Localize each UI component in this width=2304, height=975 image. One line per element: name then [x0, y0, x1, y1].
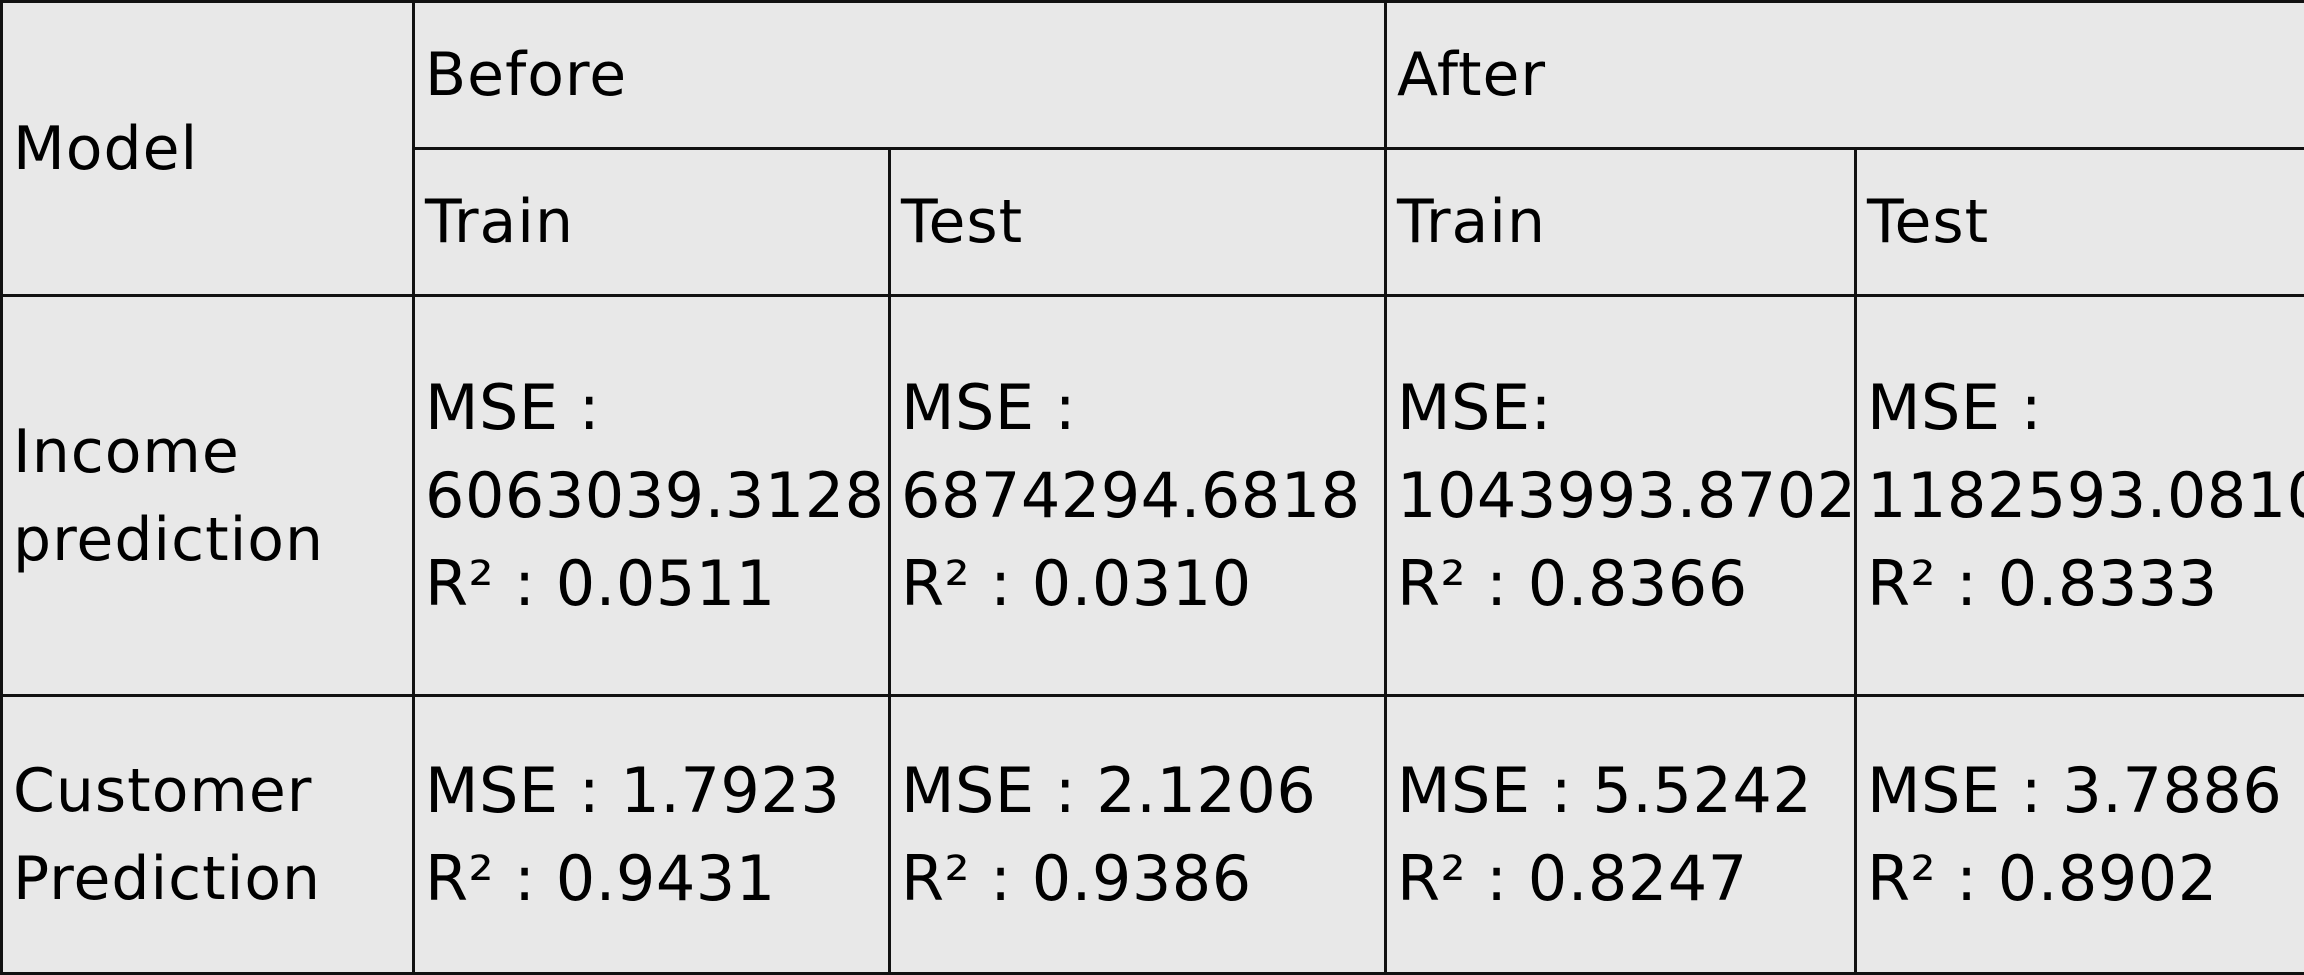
metric-line: 6063039.3128	[425, 452, 878, 540]
before-header: Before	[414, 2, 1386, 149]
metric-line: R² : 0.9386	[901, 835, 1374, 923]
metric-line: MSE :	[901, 364, 1374, 452]
customer-before-test-cell: MSE : 2.1206 R² : 0.9386	[890, 696, 1386, 974]
table-row: Customer Prediction MSE : 1.7923 R² : 0.…	[2, 696, 2304, 974]
metric-line: R² : 0.9431	[425, 835, 878, 923]
after-train-header: Train	[1386, 149, 1856, 296]
row-label-customer: Customer Prediction	[2, 696, 414, 974]
metric-line: MSE : 1.7923	[425, 747, 878, 835]
before-train-header: Train	[414, 149, 890, 296]
after-test-header: Test	[1856, 149, 2304, 296]
metric-line: R² : 0.0511	[425, 540, 878, 628]
income-before-test-cell: MSE : 6874294.6818 R² : 0.0310	[890, 296, 1386, 696]
income-after-test-cell: MSE : 1182593.0810 R² : 0.8333	[1856, 296, 2304, 696]
table-row: Income prediction MSE : 6063039.3128 R² …	[2, 296, 2304, 696]
row-label-line: Customer	[13, 747, 402, 835]
metric-line: R² : 0.8902	[1867, 835, 2294, 923]
customer-after-test-cell: MSE : 3.7886 R² : 0.8902	[1856, 696, 2304, 974]
customer-after-train-cell: MSE : 5.5242 R² : 0.8247	[1386, 696, 1856, 974]
row-label-line: Income	[13, 408, 402, 496]
metric-line: MSE :	[1867, 364, 2294, 452]
metric-line: MSE : 2.1206	[901, 747, 1374, 835]
metric-line: MSE : 3.7886	[1867, 747, 2294, 835]
metric-line: 1182593.0810	[1867, 452, 2294, 540]
metric-line: R² : 0.8333	[1867, 540, 2294, 628]
metric-line: 1043993.8702	[1397, 452, 1844, 540]
metric-line: MSE :	[425, 364, 878, 452]
row-label-income: Income prediction	[2, 296, 414, 696]
metric-line: R² : 0.0310	[901, 540, 1374, 628]
row-label-line: prediction	[13, 496, 402, 584]
after-header: After	[1386, 2, 2304, 149]
income-before-train-cell: MSE : 6063039.3128 R² : 0.0511	[414, 296, 890, 696]
header-row-groups: Model Before After	[2, 2, 2304, 149]
before-test-header: Test	[890, 149, 1386, 296]
metric-line: R² : 0.8247	[1397, 835, 1844, 923]
customer-before-train-cell: MSE : 1.7923 R² : 0.9431	[414, 696, 890, 974]
metric-line: MSE:	[1397, 364, 1844, 452]
metric-line: 6874294.6818	[901, 452, 1374, 540]
row-label-line: Prediction	[13, 835, 402, 923]
metric-line: R² : 0.8366	[1397, 540, 1844, 628]
model-header: Model	[2, 2, 414, 296]
income-after-train-cell: MSE: 1043993.8702 R² : 0.8366	[1386, 296, 1856, 696]
metric-line: MSE : 5.5242	[1397, 747, 1844, 835]
